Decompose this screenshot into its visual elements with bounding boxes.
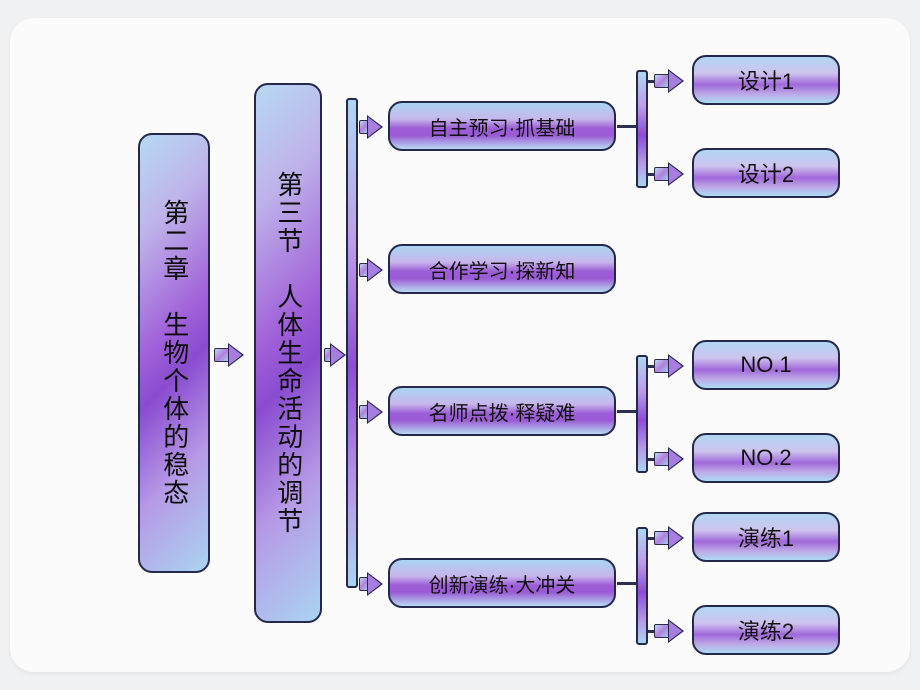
node-zizhu: 自主预习·抓基础 [388,101,616,151]
hstub [617,582,637,585]
node-section3: 第三节 人体生命活动的调节 [254,83,322,623]
node-no2: NO.2 [692,433,840,483]
node-no1: NO.1 [692,340,840,390]
hstub [617,125,637,128]
label-yl2: 演练2 [738,614,794,646]
label-hezuo: 合作学习·探新知 [429,255,576,284]
label-sj1: 设计1 [738,64,794,96]
vbar-main [346,98,358,588]
label-yl1: 演练1 [738,521,794,553]
node-mingshi: 名师点拨·释疑难 [388,386,616,436]
vbar-chuangxin [636,527,648,645]
node-yl2: 演练2 [692,605,840,655]
node-chapter2: 第二章 生物个体的稳态 [138,133,210,573]
node-yl1: 演练1 [692,512,840,562]
label-zizhu: 自主预习·抓基础 [429,112,576,141]
vbar-mingshi [636,355,648,473]
label-no2: NO.2 [740,445,791,471]
label-sj2: 设计2 [738,157,794,189]
node-hezuo: 合作学习·探新知 [388,244,616,294]
label-section3: 第三节 人体生命活动的调节 [267,171,309,535]
hstub [617,410,637,413]
vbar-zizhu [636,70,648,188]
label-no1: NO.1 [740,352,791,378]
node-sj2: 设计2 [692,148,840,198]
node-sj1: 设计1 [692,55,840,105]
label-mingshi: 名师点拨·释疑难 [429,397,576,426]
node-chuangxin: 创新演练·大冲关 [388,558,616,608]
diagram-canvas: 第二章 生物个体的稳态 第三节 人体生命活动的调节 自主预习·抓基础 合作学习·… [10,18,910,672]
label-chuangxin: 创新演练·大冲关 [429,569,576,598]
label-chapter2: 第二章 生物个体的稳态 [153,199,195,507]
